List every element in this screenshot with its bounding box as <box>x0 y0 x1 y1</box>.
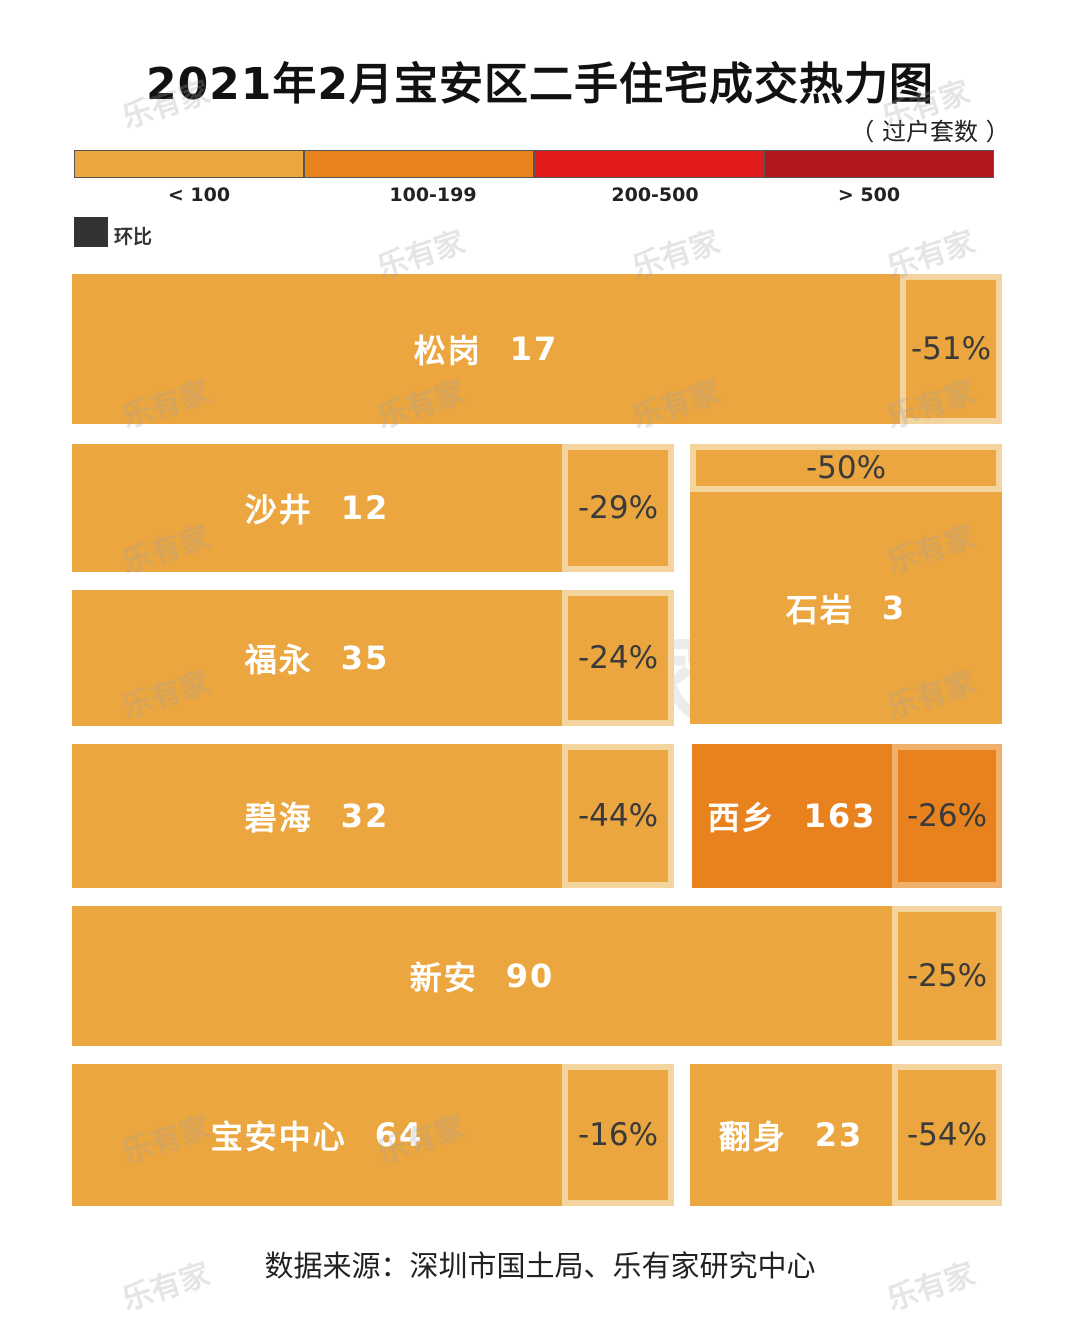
tile-fuyong: 福永 35 <box>72 590 562 726</box>
mom-baoan-center: -16% <box>562 1064 674 1206</box>
tile-value: 90 <box>505 957 555 995</box>
tile-name: 翻身 <box>718 1118 787 1156</box>
tile-value: 23 <box>814 1116 864 1154</box>
tile-value: 3 <box>881 589 907 627</box>
tile-songgang: 松岗 17 <box>72 274 900 424</box>
mom-xixiang: -26% <box>892 744 1002 888</box>
legend-color-bar <box>74 150 994 180</box>
legend-segment-3 <box>534 150 764 178</box>
tile-value: 32 <box>340 797 390 835</box>
mom-key-swatch <box>74 217 108 247</box>
tile-value: 64 <box>374 1116 424 1154</box>
tile-value: 12 <box>340 489 390 527</box>
mom-songgang: -51% <box>900 274 1002 424</box>
legend-segment-2 <box>304 150 534 178</box>
mom-xinan: -25% <box>892 906 1002 1046</box>
tile-name: 西乡 <box>707 799 776 837</box>
tile-name: 宝安中心 <box>210 1118 347 1156</box>
legend-label-2: 100-199 <box>389 184 477 206</box>
mom-shiyan: -50% <box>690 444 1002 492</box>
tile-name: 石岩 <box>785 591 854 629</box>
mom-bihai: -44% <box>562 744 674 888</box>
legend-label-1: < 100 <box>167 184 231 206</box>
tile-name: 碧海 <box>244 799 313 837</box>
tile-value: 35 <box>340 639 390 677</box>
tile-value: 163 <box>803 797 877 835</box>
tile-fanshen: 翻身 23 <box>690 1064 892 1206</box>
legend-segment-4 <box>764 150 994 178</box>
tile-xixiang: 西乡 163 <box>692 744 892 888</box>
unit-label: （ 过户套数 ） <box>850 118 1010 146</box>
tile-value: 17 <box>509 330 559 368</box>
chart-title: 2021年2月宝安区二手住宅成交热力图 <box>145 59 935 110</box>
tile-shiyan: 石岩 3 <box>690 492 1002 724</box>
tile-baoan-center: 宝安中心 64 <box>72 1064 562 1206</box>
mom-fuyong: -24% <box>562 590 674 726</box>
tile-name: 新安 <box>409 959 478 997</box>
tile-shajing: 沙井 12 <box>72 444 562 572</box>
tile-xinan: 新安 90 <box>72 906 892 1046</box>
tile-bihai: 碧海 32 <box>72 744 562 888</box>
mom-shajing: -29% <box>562 444 674 572</box>
legend-label-3: 200-500 <box>611 184 699 206</box>
tile-name: 松岗 <box>413 332 482 370</box>
legend-label-4: > 500 <box>837 184 901 206</box>
source-note: 数据来源：深圳市国土局、乐有家研究中心 <box>264 1249 816 1283</box>
tile-name: 福永 <box>244 641 313 679</box>
mom-key-label: 环比 <box>114 226 153 248</box>
mom-fanshen: -54% <box>892 1064 1002 1206</box>
tile-name: 沙井 <box>244 491 313 529</box>
legend-segment-1 <box>74 150 304 178</box>
